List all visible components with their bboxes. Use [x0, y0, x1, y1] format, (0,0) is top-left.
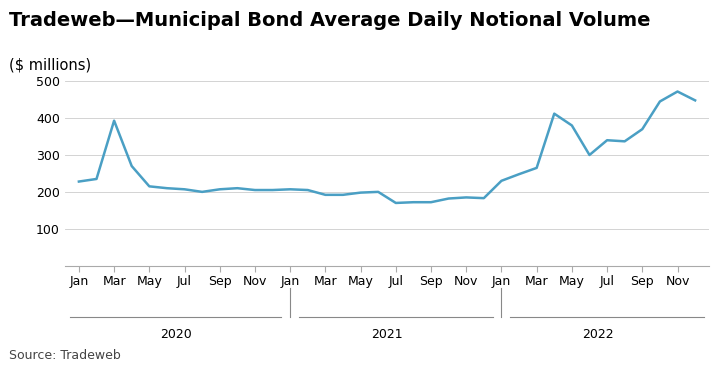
Text: 2022: 2022: [582, 328, 614, 341]
Text: Tradeweb—Municipal Bond Average Daily Notional Volume: Tradeweb—Municipal Bond Average Daily No…: [9, 11, 650, 30]
Text: ($ millions): ($ millions): [9, 57, 91, 72]
Text: 2020: 2020: [160, 328, 192, 341]
Text: Source: Tradeweb: Source: Tradeweb: [9, 349, 120, 362]
Text: 2021: 2021: [372, 328, 402, 341]
